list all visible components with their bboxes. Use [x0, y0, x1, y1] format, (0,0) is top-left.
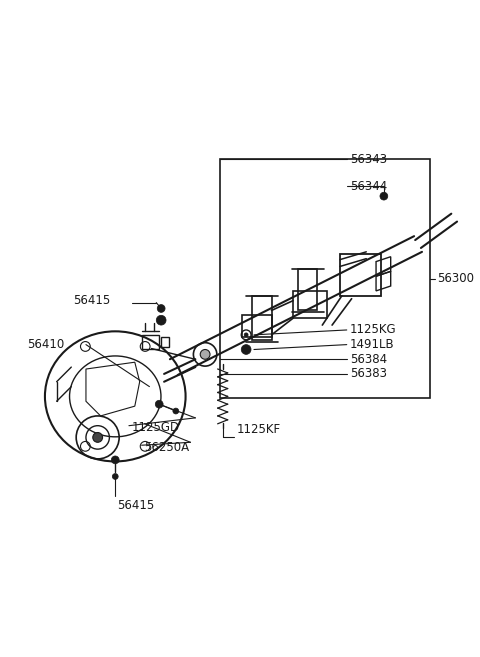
Circle shape — [93, 432, 103, 442]
Text: 56415: 56415 — [117, 499, 155, 512]
Bar — [142, 335, 159, 348]
Bar — [242, 315, 272, 337]
Text: 56250A: 56250A — [144, 441, 190, 454]
Circle shape — [112, 474, 118, 480]
Text: 56410: 56410 — [27, 338, 65, 351]
Circle shape — [173, 408, 179, 414]
Circle shape — [244, 333, 248, 337]
Text: 1125GD: 1125GD — [132, 421, 180, 434]
Text: 1125KG: 1125KG — [349, 323, 396, 336]
Circle shape — [111, 456, 119, 464]
Circle shape — [200, 350, 210, 359]
Text: 56300: 56300 — [438, 272, 475, 285]
Circle shape — [157, 305, 165, 312]
Circle shape — [241, 345, 251, 354]
Text: 56343: 56343 — [349, 152, 387, 166]
Bar — [293, 291, 327, 318]
Circle shape — [156, 315, 166, 325]
Circle shape — [380, 193, 388, 200]
Circle shape — [156, 400, 163, 408]
Text: 56384: 56384 — [349, 353, 387, 366]
Text: 1125KF: 1125KF — [236, 423, 280, 436]
Text: 56415: 56415 — [73, 294, 110, 307]
Text: 56383: 56383 — [349, 367, 387, 380]
Bar — [220, 159, 430, 398]
Text: 56344: 56344 — [349, 180, 387, 193]
Text: 1491LB: 1491LB — [349, 338, 394, 351]
Bar — [161, 337, 169, 347]
